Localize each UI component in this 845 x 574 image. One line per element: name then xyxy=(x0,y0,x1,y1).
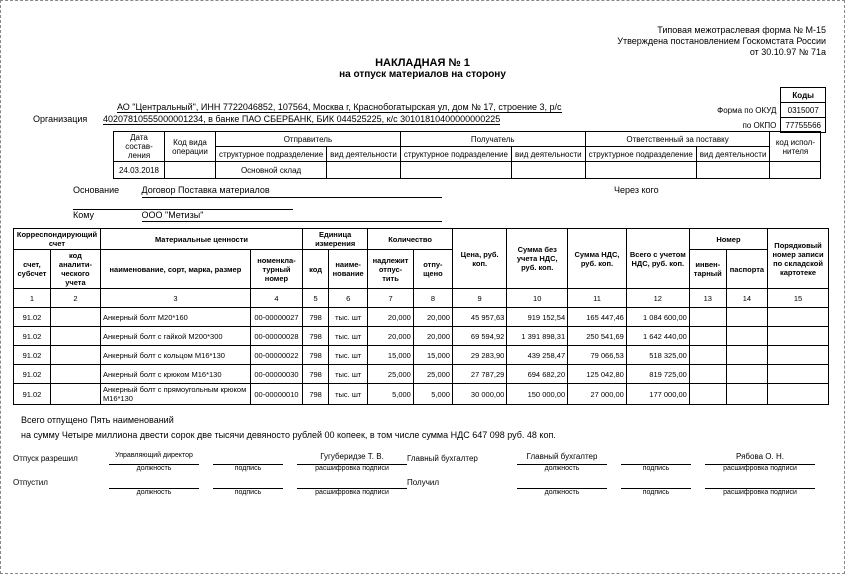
form-approval-block: Типовая межотраслевая форма № М-15 Утвер… xyxy=(617,25,826,57)
org-text-1: АО "Центральный", ИНН 7722046852, 107564… xyxy=(117,102,562,113)
mh-sum: Сумма без учета НДС, руб. коп. xyxy=(507,229,568,289)
sig-received-label: Получил xyxy=(407,476,517,496)
mh-ord: Порядковый номер записи по складской кар… xyxy=(768,229,829,289)
mh-unit: Единица измерения xyxy=(303,229,368,250)
mh-num: Номер xyxy=(689,229,767,250)
to-whom-value: ООО "Метизы" xyxy=(142,210,442,223)
mh-acc: Корреспондирующий счет xyxy=(14,229,101,250)
mh-mat: Материальные ценности xyxy=(100,229,302,250)
colnum-cell: 3 xyxy=(100,289,250,308)
okpo-value: 77755566 xyxy=(781,118,826,133)
hdr-sender: Отправитель xyxy=(216,132,401,147)
sig-released-label: Отпустил xyxy=(13,476,109,496)
colnum-cell: 8 xyxy=(413,289,452,308)
doc-subtitle: на отпуск материалов на сторону xyxy=(13,69,832,80)
colnum-cell: 2 xyxy=(50,289,100,308)
doc-title: НАКЛАДНАЯ № 1 xyxy=(13,57,832,69)
colnum-cell: 11 xyxy=(568,289,627,308)
basis-value: Договор Поставка материалов xyxy=(142,185,442,198)
mh-name: наименование, сорт, марка, размер xyxy=(100,250,250,289)
through-label: Через кого xyxy=(614,185,659,197)
hdr-date: Дата состав- ления xyxy=(114,132,165,162)
total-line-1: Всего отпущено Пять наименований xyxy=(21,413,832,427)
org-block: АО "Центральный", ИНН 7722046852, 107564… xyxy=(33,102,732,125)
mh-pass: паспорта xyxy=(726,250,767,289)
mh-total: Всего с учетом НДС, руб. коп. xyxy=(626,229,689,289)
table-row: 91.02Анкерный болт с прямоугольным крюко… xyxy=(14,384,829,405)
hdr-s-struct: структурное подразделение xyxy=(216,147,327,162)
mh-price: Цена, руб. коп. xyxy=(452,229,506,289)
sig-pos-1: Управляющий директор xyxy=(109,452,199,465)
colnum-cell: 13 xyxy=(689,289,726,308)
header-table: Дата состав- ления Код вида операции Отп… xyxy=(113,131,821,179)
table-row: 91.02Анкерный болт М20*16000-00000027798… xyxy=(14,308,829,327)
mh-inv: инвен- тарный xyxy=(689,250,726,289)
mh-nomen: номенкла- турный номер xyxy=(250,250,302,289)
to-whom-label: Кому xyxy=(73,210,139,222)
codes-table: Коды Форма по ОКУД0315007 по ОКПО7775556… xyxy=(713,87,826,133)
hdr-s-act: вид деятельности xyxy=(327,147,401,162)
mh-qreq: надлежит отпус- тить xyxy=(368,250,414,289)
hdr-p-struct: структурное подразделение xyxy=(585,147,696,162)
form-line-2: Утверждена постановлением Госкомстата Ро… xyxy=(617,36,826,47)
hdr-r-act: вид деятельности xyxy=(511,147,585,162)
basis-label: Основание xyxy=(73,185,139,197)
sig-dec-2: Рябова О. Н. xyxy=(705,452,815,465)
table-row: 91.02Анкерный болт с кольцом М16*13000-0… xyxy=(14,346,829,365)
colnum-cell: 6 xyxy=(329,289,368,308)
hdr-op: Код вида операции xyxy=(165,132,216,162)
total-line-2: на сумму Четыре миллиона двести сорок дв… xyxy=(21,428,832,442)
form-line-1: Типовая межотраслевая форма № М-15 xyxy=(617,25,826,36)
sig-chief-label: Главный бухгалтер xyxy=(407,452,517,472)
mh-acc1: счет, субсчет xyxy=(14,250,51,289)
colnum-cell: 14 xyxy=(726,289,767,308)
form-line-3: от 30.10.97 № 71а xyxy=(617,47,826,58)
cell-struct: Основной склад xyxy=(216,162,327,179)
hdr-exec: код испол- нителя xyxy=(770,132,821,162)
colnum-cell: 15 xyxy=(768,289,829,308)
hdr-recv: Получатель xyxy=(400,132,585,147)
main-table-colnums: 123456789101112131415 xyxy=(14,289,829,308)
colnum-cell: 1 xyxy=(14,289,51,308)
title-block: НАКЛАДНАЯ № 1 на отпуск материалов на ст… xyxy=(13,57,832,80)
document-page: Типовая межотраслевая форма № М-15 Утвер… xyxy=(0,0,845,574)
hdr-resp: Ответственный за поставку xyxy=(585,132,770,147)
sig-dec-1: Гугуберидзе Т. В. xyxy=(297,452,407,465)
mh-uname: наиме- нование xyxy=(329,250,368,289)
basis-block: Основание Договор Поставка материалов Че… xyxy=(73,185,832,222)
mh-qty: Количество xyxy=(368,229,453,250)
cell-date: 24.03.2018 xyxy=(114,162,165,179)
signatures: Отпуск разрешил Управляющий директордолж… xyxy=(13,452,832,496)
mh-acc2: код аналити- ческого учета xyxy=(50,250,100,289)
org-label: Организация xyxy=(33,114,103,126)
mh-qrel: отпу- щено xyxy=(413,250,452,289)
totals-block: Всего отпущено Пять наименований на сумм… xyxy=(21,413,832,442)
okud-value: 0315007 xyxy=(781,103,826,118)
colnum-cell: 10 xyxy=(507,289,568,308)
okpo-label: по ОКПО xyxy=(713,118,781,133)
sig-pos-2: Главный бухгалтер xyxy=(517,452,607,465)
colnum-cell: 4 xyxy=(250,289,302,308)
codes-head: Коды xyxy=(781,88,826,103)
mh-ucode: код xyxy=(303,250,329,289)
table-row: 91.02Анкерный болт с гайкой М200*30000-0… xyxy=(14,327,829,346)
colnum-cell: 5 xyxy=(303,289,329,308)
main-table: Корреспондирующий счет Материальные ценн… xyxy=(13,228,829,405)
header-table-row: 24.03.2018 Основной склад xyxy=(114,162,821,179)
table-row: 91.02Анкерный болт с крюком М16*13000-00… xyxy=(14,365,829,384)
sig-release-label: Отпуск разрешил xyxy=(13,452,109,472)
colnum-cell: 12 xyxy=(626,289,689,308)
org-text-2: 40207810555000001234, в банке ПАО СБЕРБА… xyxy=(103,114,500,125)
hdr-r-struct: структурное подразделение xyxy=(400,147,511,162)
hdr-p-act: вид деятельности xyxy=(696,147,770,162)
colnum-cell: 9 xyxy=(452,289,506,308)
mh-vat: Сумма НДС, руб. коп. xyxy=(568,229,627,289)
okud-label: Форма по ОКУД xyxy=(713,103,781,118)
colnum-cell: 7 xyxy=(368,289,414,308)
